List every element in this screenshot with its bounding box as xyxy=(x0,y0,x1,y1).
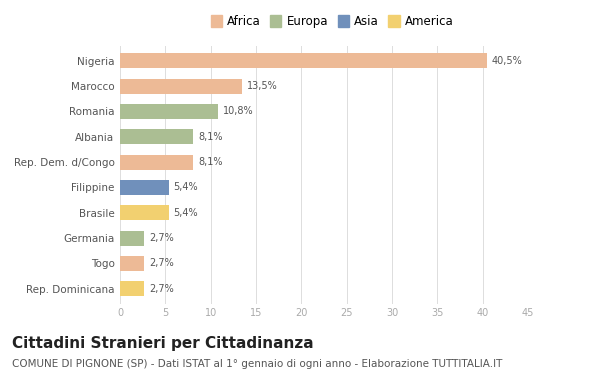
Text: 40,5%: 40,5% xyxy=(492,56,523,66)
Bar xyxy=(120,205,169,220)
Text: 2,7%: 2,7% xyxy=(149,233,174,243)
Bar xyxy=(120,231,145,246)
Text: Cittadini Stranieri per Cittadinanza: Cittadini Stranieri per Cittadinanza xyxy=(12,336,314,351)
Text: 5,4%: 5,4% xyxy=(173,208,198,218)
Bar xyxy=(120,53,487,68)
Bar xyxy=(120,256,145,271)
Bar xyxy=(120,155,193,170)
Text: 8,1%: 8,1% xyxy=(198,157,223,167)
Bar xyxy=(120,79,242,94)
Text: 10,8%: 10,8% xyxy=(223,106,253,116)
Text: 2,7%: 2,7% xyxy=(149,258,174,268)
Legend: Africa, Europa, Asia, America: Africa, Europa, Asia, America xyxy=(211,15,454,28)
Text: 2,7%: 2,7% xyxy=(149,284,174,294)
Text: 5,4%: 5,4% xyxy=(173,182,198,192)
Bar xyxy=(120,129,193,144)
Bar xyxy=(120,104,218,119)
Text: 8,1%: 8,1% xyxy=(198,132,223,142)
Text: 13,5%: 13,5% xyxy=(247,81,278,91)
Bar xyxy=(120,180,169,195)
Bar xyxy=(120,281,145,296)
Text: COMUNE DI PIGNONE (SP) - Dati ISTAT al 1° gennaio di ogni anno - Elaborazione TU: COMUNE DI PIGNONE (SP) - Dati ISTAT al 1… xyxy=(12,359,502,369)
